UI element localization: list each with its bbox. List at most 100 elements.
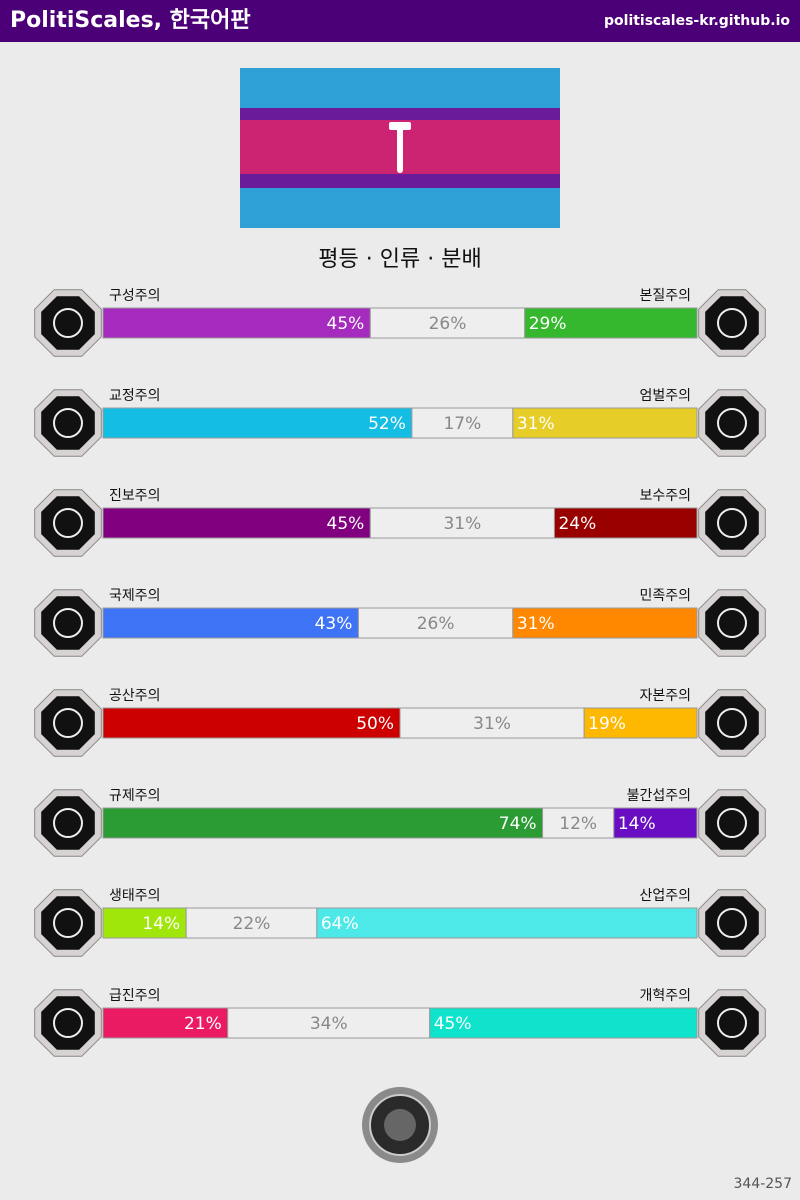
bar-segment <box>316 907 698 939</box>
header-url: politiscales-kr.github.io <box>604 13 790 29</box>
bar-value-label: 29% <box>529 314 567 334</box>
bar-value-label: 26% <box>417 614 455 634</box>
bar-value-label: 45% <box>327 514 365 534</box>
axis-right-label: 본질주의 <box>639 288 691 304</box>
axis-left-label: 국제주의 <box>109 588 161 604</box>
axis-icon <box>41 896 95 950</box>
axis-icon <box>717 308 747 338</box>
bar-value-label: 31% <box>517 414 555 434</box>
bar-segment <box>102 807 544 839</box>
bar-segment <box>583 707 698 739</box>
bar-segment <box>411 407 514 439</box>
bar-segment <box>102 907 187 939</box>
seal <box>362 1087 438 1163</box>
header-title: PolitiScales, 한국어판 <box>10 8 251 33</box>
bar-value-label: 31% <box>517 614 555 634</box>
bar-segment <box>524 307 698 339</box>
axis-icon <box>41 496 95 550</box>
bar-value-label: 12% <box>559 814 597 834</box>
axis-icon <box>705 596 759 650</box>
axis-left-label: 급진주의 <box>109 988 161 1004</box>
axis-icon <box>705 296 759 350</box>
axis-left-label: 구성주의 <box>109 288 161 304</box>
axis-icon <box>717 408 747 438</box>
axis-icon <box>705 796 759 850</box>
bar-segment <box>102 1007 229 1039</box>
axis-right-label: 민족주의 <box>639 588 691 604</box>
axis-icon <box>53 908 83 938</box>
bar-value-label: 45% <box>434 1014 472 1034</box>
bar-value-label: 17% <box>443 414 481 434</box>
axis-left-label: 교정주의 <box>109 388 161 404</box>
axis-right-label: 개혁주의 <box>639 988 691 1004</box>
axis-left-label: 생태주의 <box>109 888 161 904</box>
bar-value-label: 14% <box>142 914 180 934</box>
bar-value-label: 74% <box>499 814 537 834</box>
axis-icon <box>717 608 747 638</box>
bar-value-label: 52% <box>368 414 406 434</box>
bar-value-label: 64% <box>321 914 359 934</box>
axis-icon <box>41 596 95 650</box>
seal-center <box>384 1109 416 1141</box>
axis-left-label: 공산주의 <box>109 688 161 704</box>
bar-value-label: 45% <box>327 314 365 334</box>
axis-icon <box>717 808 747 838</box>
axis-icon <box>717 1008 747 1038</box>
axis-icon <box>41 296 95 350</box>
bar-segment <box>102 607 359 639</box>
bar-value-label: 14% <box>618 814 656 834</box>
axis-icon <box>53 308 83 338</box>
bar-segment <box>102 707 401 739</box>
axis-left-label: 진보주의 <box>109 488 161 504</box>
bar-segment <box>399 707 585 739</box>
bar-segment <box>542 807 615 839</box>
bar-segment <box>553 507 698 539</box>
bar-value-label: 22% <box>233 914 271 934</box>
axis-icon <box>717 508 747 538</box>
bar-segment <box>102 407 413 439</box>
bar-value-label: 31% <box>443 514 481 534</box>
bar-value-label: 34% <box>310 1014 348 1034</box>
flag <box>240 68 560 228</box>
axis-icon <box>705 896 759 950</box>
bar-segment <box>185 907 318 939</box>
axis-right-label: 보수주의 <box>639 488 691 504</box>
axes: 구성주의 본질주의 45% 26% 29% 교정주의 엄벌주의 52% 17% 31% 진보주의 보수… <box>34 288 766 1057</box>
axis-icon <box>41 696 95 750</box>
bar-value-label: 21% <box>184 1014 222 1034</box>
axis-right-label: 불간섭주의 <box>627 788 691 804</box>
header-bar <box>0 0 800 42</box>
bar-segment <box>613 807 698 839</box>
axis-icon <box>53 708 83 738</box>
bar-segment <box>512 407 698 439</box>
axis-icon <box>717 708 747 738</box>
axis-right-label: 산업주의 <box>639 888 691 904</box>
axis-icon <box>53 608 83 638</box>
axis-icon <box>41 996 95 1050</box>
bar-segment <box>512 607 698 639</box>
bar-segment <box>227 1007 431 1039</box>
axis-icon <box>705 996 759 1050</box>
axis-icon <box>53 408 83 438</box>
axis-right-label: 자본주의 <box>639 688 691 704</box>
axis-icon <box>53 1008 83 1038</box>
bar-value-label: 24% <box>558 514 596 534</box>
axis-left-label: 규제주의 <box>109 788 161 804</box>
axis-icon <box>705 496 759 550</box>
axis-icon <box>717 908 747 938</box>
bar-value-label: 26% <box>429 314 467 334</box>
bar-value-label: 31% <box>473 714 511 734</box>
axis-icon <box>41 796 95 850</box>
bar-segment <box>429 1007 698 1039</box>
bar-segment <box>357 607 514 639</box>
axis-icon <box>53 808 83 838</box>
bar-value-label: 19% <box>588 714 626 734</box>
axis-right-label: 엄벌주의 <box>639 388 691 404</box>
bar-value-label: 43% <box>315 614 353 634</box>
bar-segment <box>102 307 371 339</box>
footer-code: 344-257 <box>734 1176 793 1192</box>
axis-icon <box>705 396 759 450</box>
flag-symbol <box>397 126 403 173</box>
